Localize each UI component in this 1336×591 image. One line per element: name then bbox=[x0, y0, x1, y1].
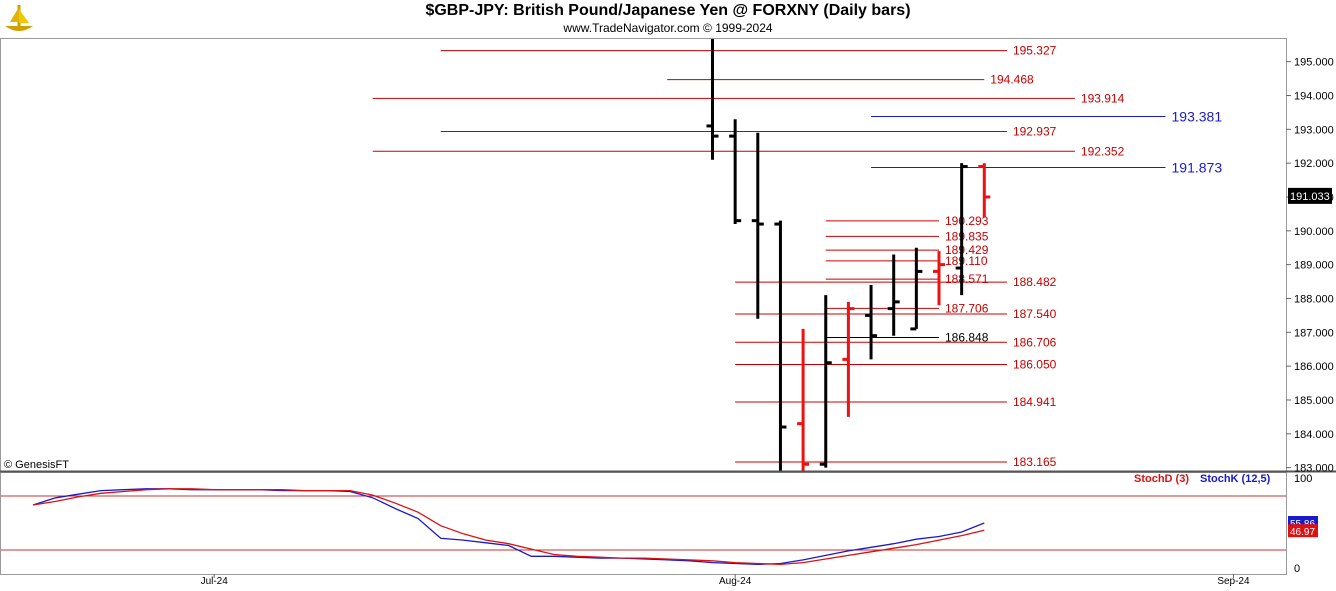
level-label: 183.165 bbox=[1013, 455, 1057, 469]
price-axis-tick-label: 184.000 bbox=[1294, 429, 1334, 441]
level-label: 193.381 bbox=[1172, 108, 1223, 124]
price-axis-tick-label: 187.000 bbox=[1294, 327, 1334, 339]
level-label: 189.835 bbox=[945, 229, 989, 243]
stochd-value-box bbox=[1288, 524, 1318, 538]
genesis-ship-icon bbox=[5, 5, 33, 31]
level-label: 189.110 bbox=[945, 254, 988, 268]
stoch-axis-tick-label: 0 bbox=[1294, 563, 1300, 575]
level-label: 187.706 bbox=[945, 301, 989, 315]
level-label: 192.352 bbox=[1081, 144, 1125, 158]
level-label: 190.293 bbox=[945, 214, 989, 228]
level-label: 188.482 bbox=[1013, 275, 1057, 289]
level-label: 191.873 bbox=[1172, 159, 1223, 175]
chart-subtitle: www.TradeNavigator.com © 1999-2024 bbox=[563, 21, 773, 35]
stoch-series-line bbox=[32, 488, 985, 566]
stoch-series-line bbox=[32, 488, 985, 566]
price-axis-tick-label: 185.000 bbox=[1294, 395, 1334, 407]
level-label: 186.050 bbox=[1013, 357, 1057, 371]
legend-stochk: StochK (12,5) bbox=[1200, 473, 1271, 485]
price-axis-tick-label: 189.000 bbox=[1294, 260, 1334, 272]
level-label: 186.848 bbox=[945, 330, 989, 344]
level-label: 193.914 bbox=[1081, 91, 1125, 105]
level-label: 195.327 bbox=[1013, 44, 1057, 58]
x-axis-tick-label: Jul-24 bbox=[201, 576, 229, 587]
price-axis-tick-label: 194.000 bbox=[1294, 91, 1334, 103]
level-label: 189.429 bbox=[945, 243, 989, 257]
level-label: 184.941 bbox=[1013, 395, 1057, 409]
last-price-label: 191.033 bbox=[1290, 191, 1330, 203]
axes-layer: 183.000 184.000 185.000 186.000 187.000 188.0… bbox=[0, 38, 1336, 587]
watermark: © GenesisFT bbox=[4, 459, 69, 471]
legend-stochd: StochD (3) bbox=[1134, 473, 1189, 485]
price-axis-tick-label: 183.000 bbox=[1294, 463, 1334, 475]
stochastic-panel: StochD (3) StochK (12,5) bbox=[0, 473, 1286, 566]
x-axis-tick-label: Aug-24 bbox=[719, 576, 752, 587]
price-axis-tick-label: 192.000 bbox=[1294, 158, 1334, 170]
stoch-axis-tick-label: 100 bbox=[1294, 473, 1312, 485]
price-axis-tick-label: 195.000 bbox=[1294, 57, 1334, 69]
level-label: 192.937 bbox=[1013, 124, 1057, 138]
price-axis-tick-label: 188.000 bbox=[1294, 293, 1334, 305]
chart-header: $GBP-JPY: British Pound/Japanese Yen @ F… bbox=[0, 0, 1336, 38]
stochd-value-label: 46.97 bbox=[1290, 527, 1315, 538]
level-label: 186.706 bbox=[1013, 335, 1057, 349]
price-axis-tick-label: 186.000 bbox=[1294, 361, 1334, 373]
level-label: 194.468 bbox=[990, 73, 1034, 87]
last-price-box bbox=[1288, 187, 1332, 204]
price-axis-tick-label: 193.000 bbox=[1294, 124, 1334, 136]
level-label: 187.540 bbox=[1013, 307, 1057, 321]
level-label: 188.571 bbox=[945, 272, 989, 286]
price-panel: 195.327 194.468 193.914 193.381 192.937 192.3… bbox=[372, 38, 1223, 471]
chart-title: $GBP-JPY: British Pound/Japanese Yen @ F… bbox=[425, 2, 911, 19]
x-axis-tick-label: Sep-24 bbox=[1217, 576, 1250, 587]
price-axis-tick-label: 190.000 bbox=[1294, 226, 1334, 238]
